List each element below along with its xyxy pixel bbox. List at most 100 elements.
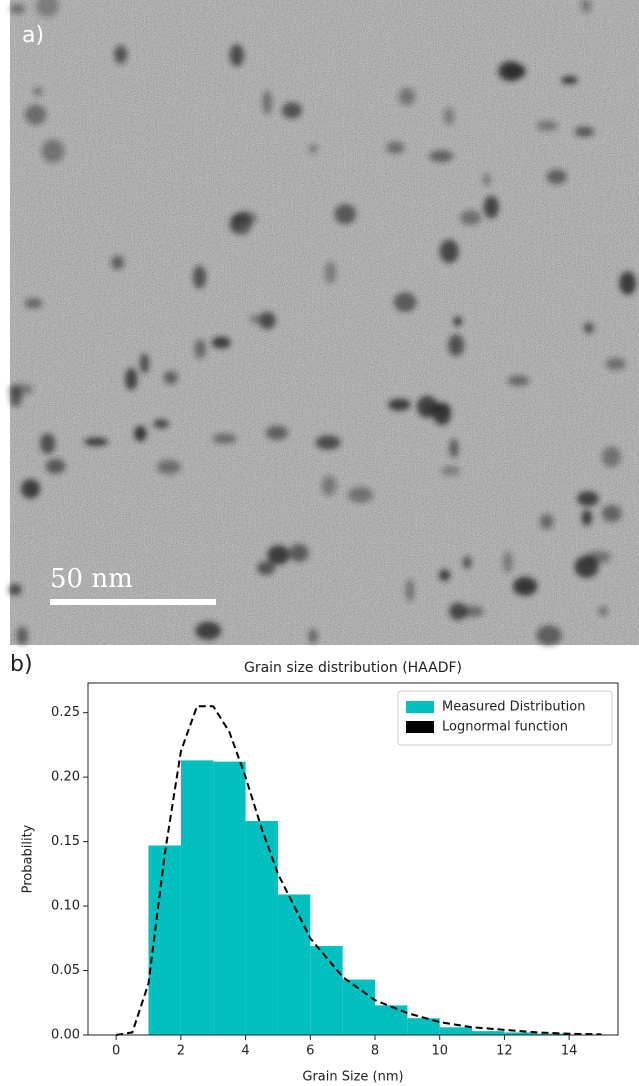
y-tick-label: 0.25	[51, 705, 80, 720]
grain	[321, 475, 337, 496]
legend-swatch	[406, 721, 434, 733]
bar	[407, 1018, 440, 1035]
grain	[256, 561, 276, 576]
grain	[348, 486, 374, 503]
grain	[114, 45, 128, 64]
micrograph-noise	[10, 0, 639, 645]
x-tick-label: 14	[561, 1044, 578, 1059]
grain	[482, 173, 491, 186]
grain	[84, 437, 109, 447]
grain	[156, 459, 181, 475]
grain	[308, 628, 318, 644]
grain	[388, 398, 411, 411]
x-tick-label: 12	[496, 1044, 513, 1059]
grain	[449, 602, 468, 621]
grain	[262, 90, 272, 115]
grain	[536, 625, 562, 646]
bar	[472, 1031, 505, 1035]
grain	[398, 87, 416, 106]
bar	[245, 820, 278, 1035]
grain	[461, 605, 484, 618]
x-tick-label: 4	[241, 1044, 249, 1059]
grain	[449, 438, 459, 458]
grain	[546, 169, 567, 185]
grain	[9, 4, 26, 14]
grain	[574, 126, 595, 137]
x-tick-label: 6	[306, 1044, 314, 1059]
x-axis-label: Grain Size (nm)	[302, 1070, 403, 1085]
grain	[111, 255, 125, 270]
grain	[228, 214, 241, 233]
grain	[448, 334, 465, 357]
legend-box	[397, 690, 613, 746]
grain	[585, 551, 611, 564]
grain	[195, 621, 222, 640]
scale-bar-label: 50 nm	[50, 564, 133, 594]
grain	[602, 446, 621, 468]
grain	[601, 505, 622, 523]
grain	[453, 316, 463, 327]
grain	[140, 353, 150, 374]
grain	[45, 458, 66, 474]
micrograph: a) 50 nm	[8, 0, 639, 646]
legend-label: Measured Distribution	[442, 700, 585, 715]
bar	[439, 1027, 473, 1035]
grain	[40, 433, 56, 454]
grain	[441, 466, 460, 476]
grain	[619, 271, 637, 295]
grain	[258, 312, 276, 330]
grain	[580, 0, 592, 14]
bar	[504, 1032, 537, 1035]
grain	[24, 104, 47, 125]
grain	[35, 0, 59, 17]
y-tick-label: 0.15	[51, 834, 80, 849]
grain	[212, 433, 237, 444]
grain	[462, 556, 472, 569]
grain	[289, 543, 309, 563]
grain	[229, 44, 244, 67]
grain-blobs	[8, 0, 637, 646]
y-tick-label: 0.00	[51, 1028, 80, 1043]
grain	[266, 425, 288, 441]
grain	[439, 569, 451, 581]
grain	[194, 339, 207, 359]
fit-line	[115, 705, 602, 1036]
grain	[192, 265, 207, 289]
scale-bar	[50, 599, 216, 605]
bar	[213, 761, 246, 1035]
bar	[342, 979, 376, 1035]
grain	[211, 336, 231, 349]
grain	[21, 479, 41, 499]
grain	[439, 239, 459, 264]
x-tick-label: 8	[371, 1044, 379, 1059]
grain	[134, 425, 147, 442]
x-tick-label: 0	[112, 1044, 120, 1059]
plot-frame	[87, 682, 619, 1036]
grain	[393, 292, 417, 312]
grain	[125, 367, 138, 391]
panel-label: a)	[22, 23, 44, 48]
grain	[483, 195, 499, 219]
bar	[536, 1033, 570, 1035]
grain	[405, 579, 415, 602]
grain	[308, 144, 318, 154]
chart: Grain size distribution (HAADF) Grain Siz…	[21, 660, 619, 1085]
grain	[583, 322, 594, 334]
grain	[429, 150, 454, 163]
y-tick-label: 0.05	[51, 963, 80, 978]
grain	[334, 204, 357, 225]
grain	[561, 76, 578, 85]
grain	[281, 102, 302, 119]
grain	[315, 435, 341, 450]
y-tick-label: 0.20	[51, 770, 80, 785]
grain	[577, 491, 599, 507]
x-tick-label: 2	[177, 1044, 185, 1059]
grain	[460, 210, 482, 226]
legend-swatch	[406, 701, 434, 713]
y-tick-label: 0.10	[51, 899, 80, 914]
grain	[8, 383, 34, 395]
bar	[180, 760, 214, 1035]
legend-label: Lognormal function	[442, 720, 568, 735]
bar	[375, 1005, 408, 1035]
